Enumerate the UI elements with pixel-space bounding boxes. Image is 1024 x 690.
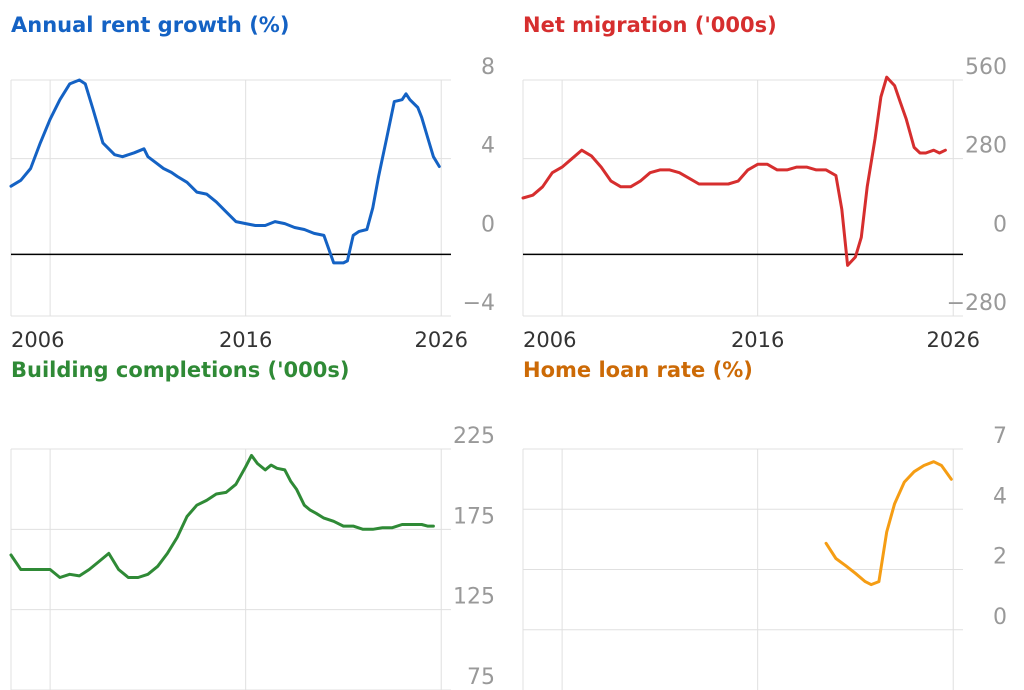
y-tick-label: 2 [993,545,1007,570]
y-tick-label: 175 [453,504,495,529]
y-tick-label: 280 [965,134,1007,159]
y-tick-label: 125 [453,585,495,610]
y-tick-label: 0 [481,212,495,237]
x-tick-label: 2026 [414,328,467,352]
y-tick-label: −280 [947,291,1007,316]
chart-panel-completions: Building completions ('000s) 225 175 125 75 [0,345,512,690]
y-tick-label: 8 [481,55,495,80]
chart-title: Building completions ('000s) [11,358,350,382]
y-tick-label: 0 [993,605,1007,630]
y-tick-label: 4 [481,134,495,159]
series-line [521,75,947,267]
chart-panel-rent: Annual rent growth (%) 8 4 0 −4 2006 2016 2026 [0,0,512,352]
x-tick-label: 2006 [523,328,576,352]
chart-svg-migration: 560 280 0 −280 2006 2016 2026 [521,55,1007,352]
series-line [9,78,441,265]
chart-panel-migration: Net migration ('000s) 560 280 0 −280 2006 201… [512,0,1024,352]
chart-panel-loan-rate: Home loan rate (%) 7 4 2 0 [512,345,1024,690]
chart-title: Annual rent growth (%) [11,13,290,37]
y-tick-label: 560 [965,55,1007,80]
y-tick-label: −4 [463,291,495,316]
chart-title: Net migration ('000s) [523,13,777,37]
series-line [9,453,435,579]
y-tick-label: 225 [453,424,495,449]
y-tick-label: 75 [467,665,495,690]
y-tick-label: 4 [993,484,1007,509]
x-tick-label: 2016 [219,328,272,352]
series-line [824,460,953,587]
y-tick-label: 7 [993,424,1007,449]
chart-svg-rent: 8 4 0 −4 2006 2016 2026 [9,55,495,352]
chart-svg-completions: 225 175 125 75 [9,424,495,690]
x-tick-label: 2006 [11,328,64,352]
x-tick-label: 2026 [926,328,979,352]
chart-svg-loan-rate: 7 4 2 0 [522,424,1007,690]
y-tick-label: 0 [993,212,1007,237]
chart-title: Home loan rate (%) [523,358,753,382]
x-tick-label: 2016 [731,328,784,352]
